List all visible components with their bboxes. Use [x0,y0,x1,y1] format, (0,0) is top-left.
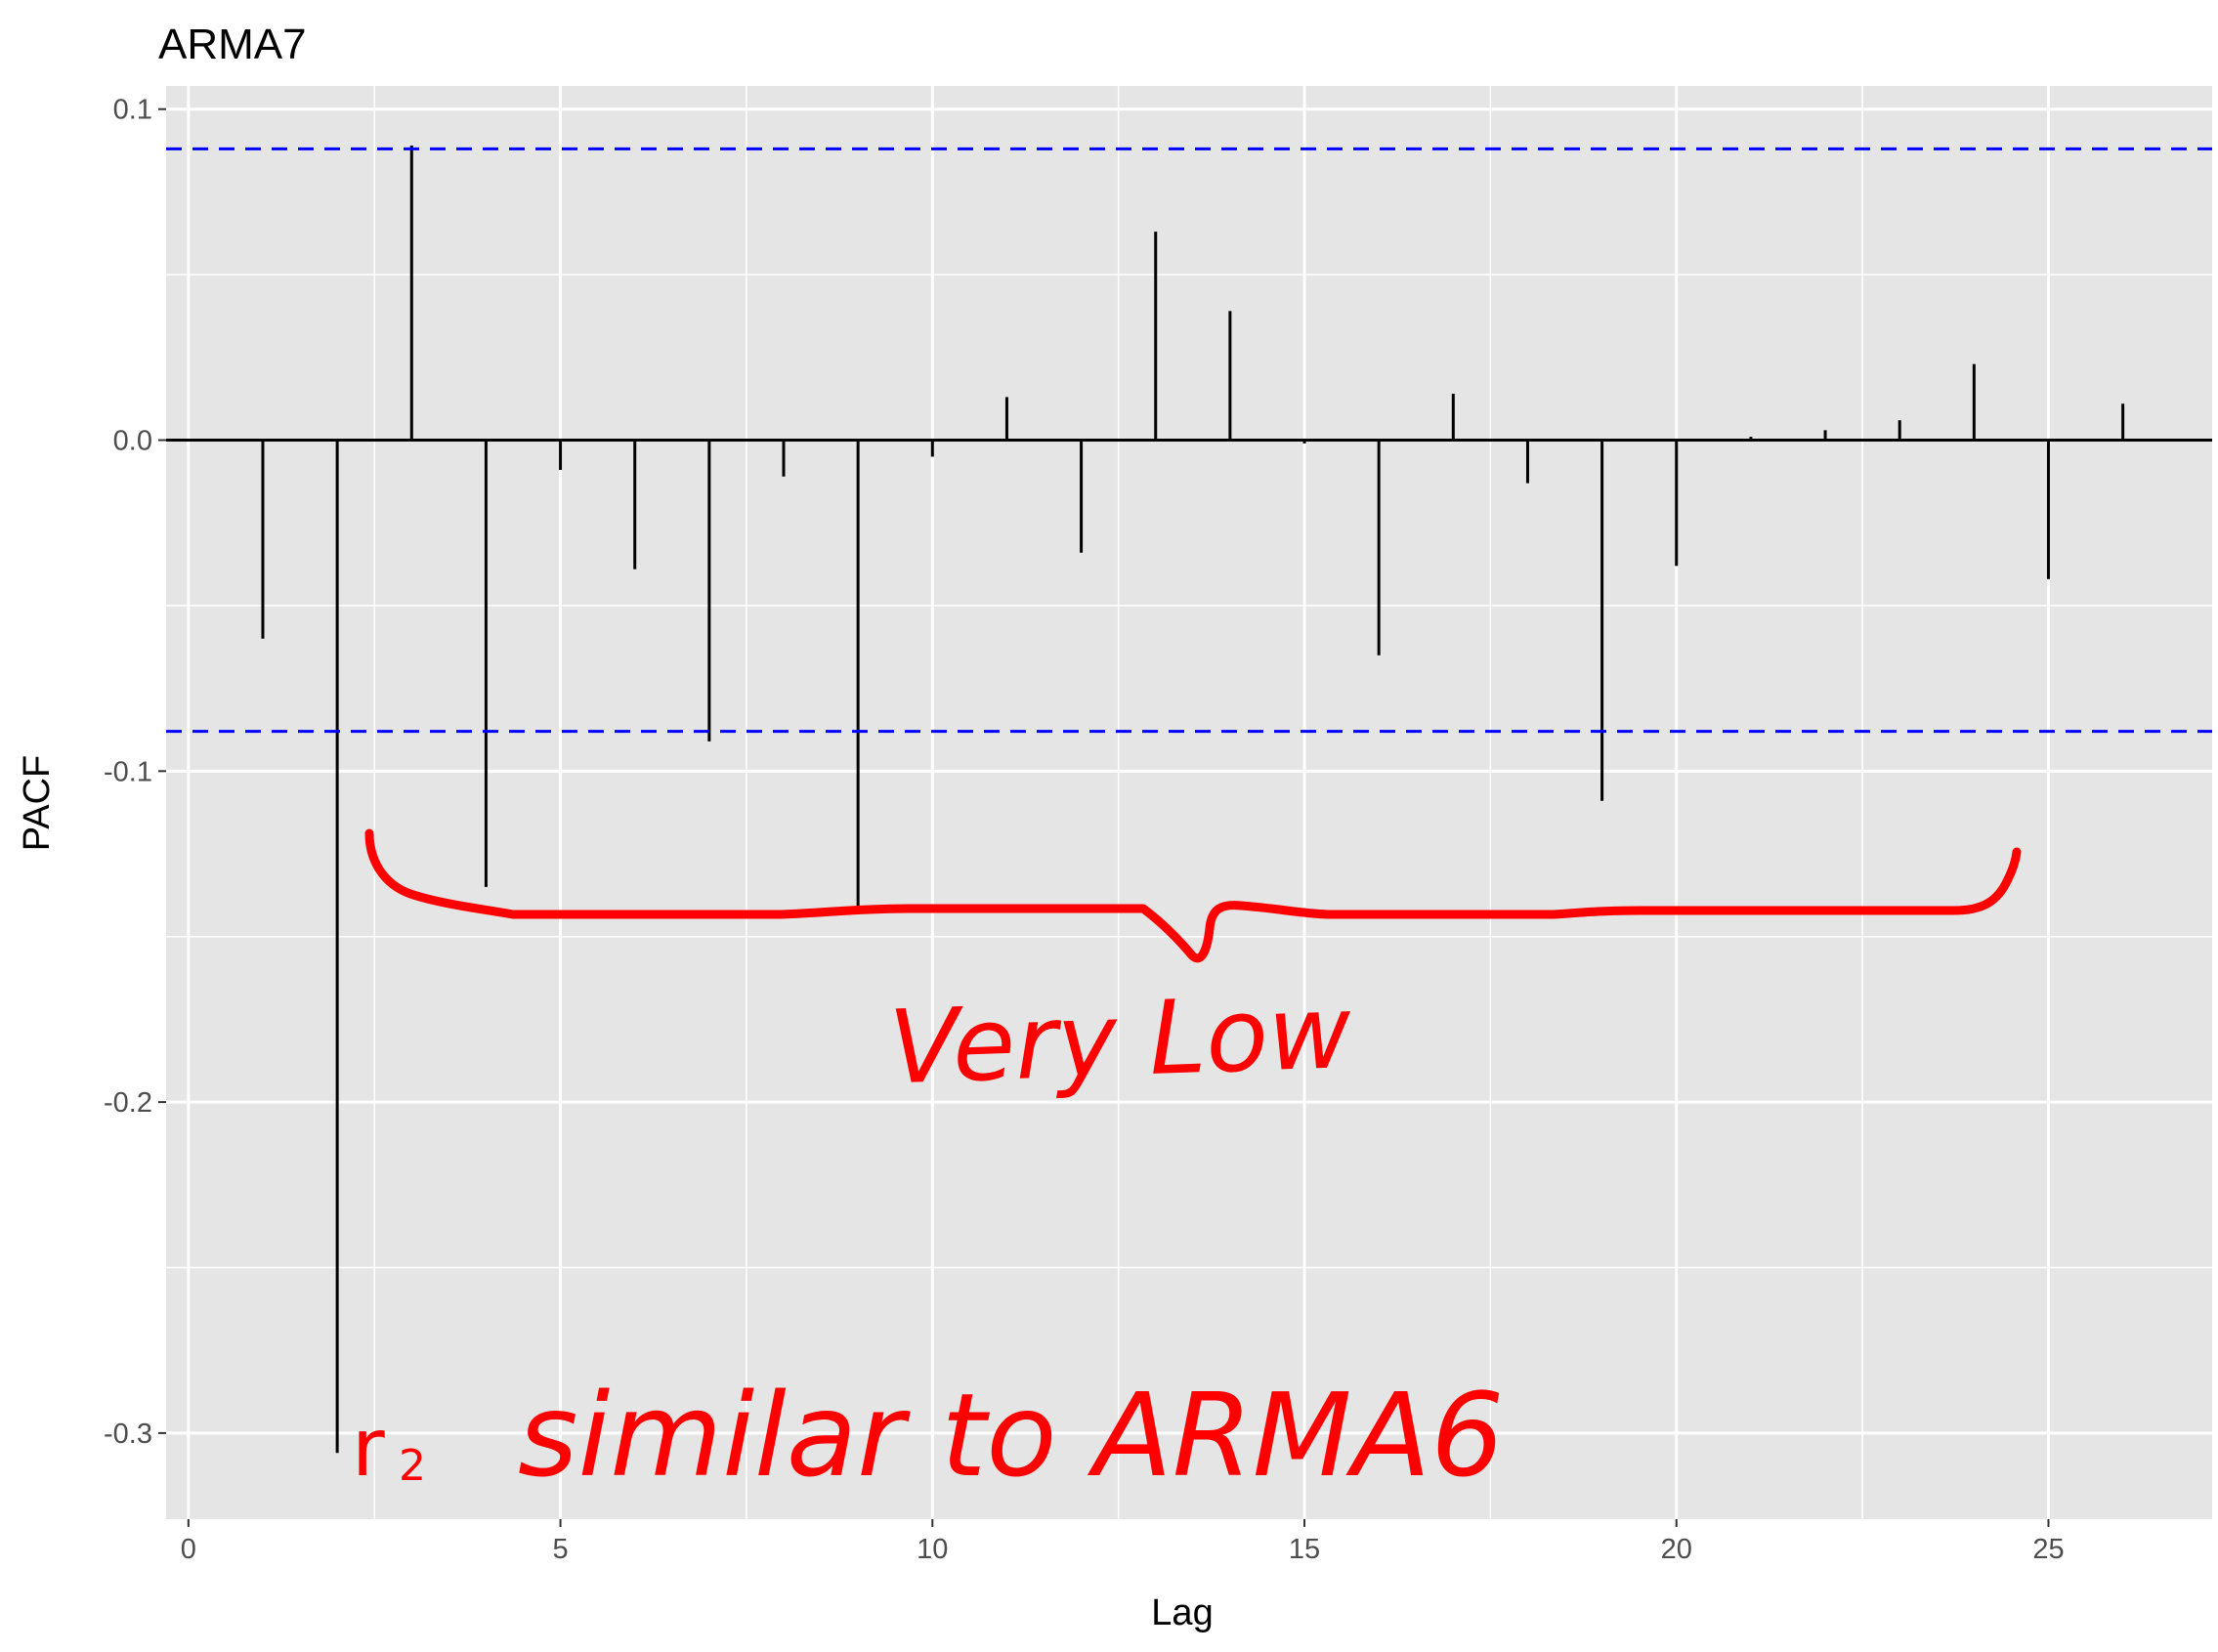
annotation-similar-to-arma6: similar to ARMA6 [518,1368,1504,1503]
y-tick-label: 0.1 [113,95,152,126]
x-tick-label: 20 [1661,1534,1692,1565]
handwritten-annotation: Very Low r 2 similar to ARMA6 [352,828,2022,1503]
y-tick-label: -0.3 [104,1419,152,1450]
y-tick-label: -0.1 [104,756,152,787]
annotation-r: r [352,1402,385,1495]
x-tick-label: 25 [2032,1534,2064,1565]
x-tick-label: 5 [553,1534,569,1565]
pacf-bars [261,145,2125,1454]
grid-minor [166,86,2212,1519]
x-tick-label: 15 [1289,1534,1320,1565]
y-axis-title: PACF [17,755,58,852]
x-axis-ticks: 0 5 10 15 20 25 [181,1519,2065,1565]
y-tick-label: -0.2 [104,1087,152,1119]
chart-title: ARMA7 [158,21,307,68]
x-tick-label: 0 [181,1534,196,1565]
x-axis-title: Lag [1151,1592,1213,1633]
curly-brace-stroke [364,828,2022,963]
x-tick-label: 10 [917,1534,948,1565]
annotation-subscript-2: 2 [399,1441,426,1491]
annotation-very-low: Very Low [887,972,1354,1107]
y-axis-ticks: 0.1 0.0 -0.1 -0.2 -0.3 [104,95,166,1450]
plot-panel [166,86,2212,1519]
y-tick-label: 0.0 [113,426,152,457]
